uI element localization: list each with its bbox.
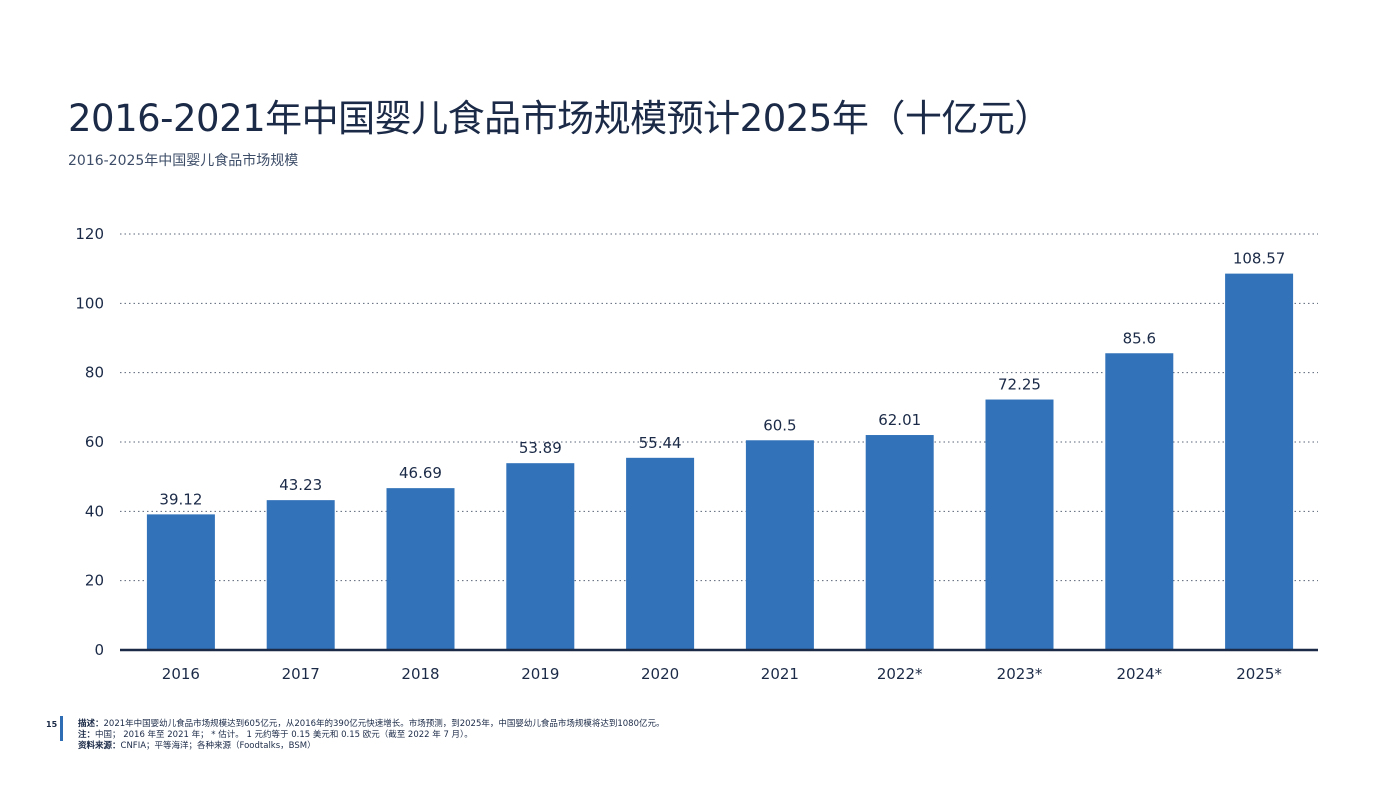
x-tick-label: 2017 (282, 665, 320, 683)
bar-2020 (626, 457, 695, 650)
footer-notes: 15 描述：2021年中国婴幼儿食品市场规模达到605亿元，从2016年的390… (40, 716, 1340, 756)
data-label: 62.01 (878, 411, 921, 429)
data-label: 53.89 (519, 439, 562, 457)
description-label: 描述： (78, 719, 104, 729)
y-tick-label: 40 (85, 502, 104, 520)
data-label: 85.6 (1123, 329, 1156, 347)
x-tick-label: 2020 (641, 665, 679, 683)
bar-chart: 0 20 40 60 80 100 120 39.12 43.23 46.69 53.89 55.4… (75, 225, 1318, 683)
data-label: 43.23 (279, 476, 322, 494)
x-tick-label: 2023* (997, 665, 1043, 683)
y-tick-label: 120 (75, 225, 104, 243)
x-tick-label: 2022* (877, 665, 923, 683)
bar-2017 (266, 500, 335, 650)
data-label: 55.44 (639, 434, 682, 452)
data-label: 46.69 (399, 464, 442, 482)
x-tick-label: 2019 (521, 665, 559, 683)
bar-2018 (386, 488, 455, 650)
note-label: 注： (78, 730, 96, 740)
x-tick-label: 2025* (1236, 665, 1282, 683)
description-text: 2021年中国婴幼儿食品市场规模达到605亿元，从2016年的390亿元快速增长… (103, 719, 665, 729)
y-tick-label: 0 (94, 641, 104, 659)
source-line: 资料来源：CNFIA；平等海洋；各种来源（Foodtalks，BSM） (78, 741, 665, 752)
bar-2021 (745, 440, 814, 650)
footer-accent-bar (60, 716, 63, 741)
data-label: 39.12 (159, 490, 202, 508)
source-text: CNFIA；平等海洋；各种来源（Foodtalks，BSM） (120, 741, 316, 751)
description-line: 描述：2021年中国婴幼儿食品市场规模达到605亿元，从2016年的390亿元快… (78, 719, 665, 730)
bars (146, 273, 1294, 650)
x-tick-label: 2024* (1116, 665, 1162, 683)
bar-2019 (506, 463, 575, 650)
page-title: 2016-2021年中国婴儿食品市场规模预计2025年（十亿元） (68, 97, 1051, 140)
chart-subtitle: 2016-2025年中国婴儿食品市场规模 (68, 153, 299, 169)
bar-2024-est (1105, 353, 1174, 650)
x-axis-ticks: 2016 2017 2018 2019 2020 2021 2022* 2023* 2024* 2… (162, 665, 1283, 683)
source-label: 资料来源： (78, 741, 121, 751)
grid-lines (120, 233, 1318, 582)
data-labels: 39.12 43.23 46.69 53.89 55.44 60.5 62.01 72.25 8… (159, 250, 1285, 509)
y-tick-label: 80 (85, 364, 104, 382)
y-tick-label: 100 (75, 294, 104, 312)
data-label: 60.5 (763, 416, 796, 434)
x-tick-label: 2018 (401, 665, 439, 683)
note-text: 中国； 2016 年至 2021 年； * 估计。 1 元约等于 0.15 美元… (95, 730, 473, 740)
bar-2022-est (865, 435, 934, 650)
y-tick-label: 20 (85, 572, 104, 590)
data-label: 108.57 (1233, 250, 1286, 268)
bar-2025-est (1225, 273, 1294, 650)
data-label: 72.25 (998, 376, 1041, 394)
y-axis-ticks: 0 20 40 60 80 100 120 (75, 225, 104, 659)
y-tick-label: 60 (85, 433, 104, 451)
x-tick-label: 2021 (761, 665, 799, 683)
x-tick-label: 2016 (162, 665, 200, 683)
bar-2023-est (985, 399, 1054, 650)
page-number: 15 (46, 720, 58, 729)
notes-block: 描述：2021年中国婴幼儿食品市场规模达到605亿元，从2016年的390亿元快… (78, 719, 665, 752)
bar-2016 (146, 514, 215, 650)
note-line: 注：中国； 2016 年至 2021 年； * 估计。 1 元约等于 0.15 … (78, 730, 665, 741)
